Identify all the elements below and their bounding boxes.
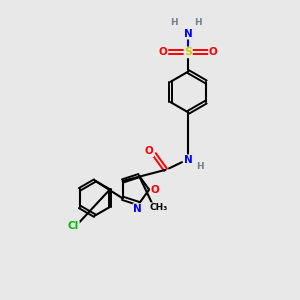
Text: N: N (133, 204, 142, 214)
Text: S: S (184, 47, 192, 57)
Text: N: N (184, 29, 193, 39)
Text: H: H (194, 18, 202, 27)
Text: H: H (170, 18, 178, 27)
Text: H: H (196, 163, 203, 172)
Text: N: N (184, 155, 193, 165)
Text: Cl: Cl (68, 221, 79, 231)
Text: O: O (209, 47, 218, 57)
Text: O: O (159, 47, 168, 57)
Text: CH₃: CH₃ (149, 203, 168, 212)
Text: O: O (145, 146, 154, 156)
Text: O: O (150, 184, 159, 195)
